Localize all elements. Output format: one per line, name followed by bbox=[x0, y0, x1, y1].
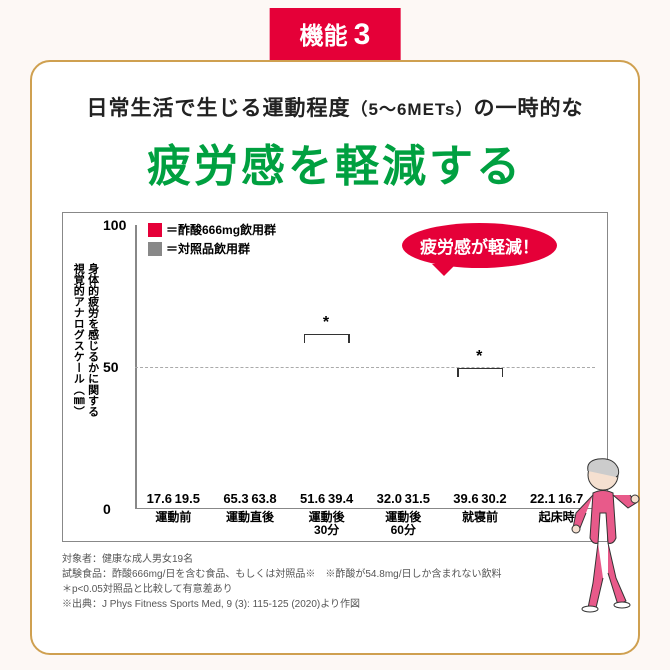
title-line2: 疲労感を軽減する bbox=[62, 130, 608, 194]
bar-value: 19.5 bbox=[175, 491, 200, 506]
note-4: ※出典：J Phys Fitness Sports Med, 9 (3): 11… bbox=[62, 597, 608, 612]
title-line1: 日常生活で生じる運動程度（5〜6METs）の一時的な bbox=[62, 92, 608, 122]
badge-label: 機能 bbox=[300, 23, 348, 50]
bar-value: 17.6 bbox=[147, 491, 172, 506]
bar-value: 30.2 bbox=[481, 491, 506, 506]
bar-value: 31.5 bbox=[405, 491, 430, 506]
footnotes: 対象者：健康な成人男女19名 試験食品：酢酸666mg/日を含む食品、もしくは対… bbox=[62, 552, 608, 612]
chart-container: ＝酢酸666mg飲用群 ＝対照品飲用群 疲労感が軽減！ 身体的疲労を感じるかに関… bbox=[62, 212, 608, 542]
person-illustration bbox=[558, 453, 648, 613]
bar-value: 39.4 bbox=[328, 491, 353, 506]
feature-badge: 機能3 bbox=[270, 8, 401, 60]
ytick: 100 bbox=[103, 217, 126, 233]
bar-value: 63.8 bbox=[251, 491, 276, 506]
callout-bubble: 疲労感が軽減！ bbox=[402, 223, 557, 268]
sig-star: * bbox=[323, 314, 329, 332]
x-label: 運動後30分 bbox=[297, 511, 357, 537]
y-axis-label: 身体的疲労を感じるかに関する視覚的アナログスケール（㎜） bbox=[71, 263, 100, 417]
bar-value: 65.3 bbox=[223, 491, 248, 506]
title1-b: （5〜6METs） bbox=[351, 100, 474, 119]
x-label: 運動前 bbox=[143, 511, 203, 537]
x-label: 運動直後 bbox=[220, 511, 280, 537]
bar-value: 32.0 bbox=[377, 491, 402, 506]
sig-star: * bbox=[476, 348, 482, 366]
badge-num: 3 bbox=[354, 18, 371, 51]
title1-a: 日常生活で生じる運動程度 bbox=[87, 97, 351, 120]
bars: 17.619.5 65.363.8 51.639.4 32.031.5 39.630.2… bbox=[135, 225, 595, 509]
bar-value: 39.6 bbox=[453, 491, 478, 506]
sig-bracket bbox=[304, 334, 350, 342]
ytick: 0 bbox=[103, 501, 111, 517]
title1-c: の一時的な bbox=[474, 97, 584, 120]
x-label: 就寝前 bbox=[450, 511, 510, 537]
bar-value: 22.1 bbox=[530, 491, 555, 506]
card: 日常生活で生じる運動程度（5〜6METs）の一時的な 疲労感を軽減する ＝酢酸6… bbox=[30, 60, 640, 655]
sig-bracket bbox=[457, 368, 503, 376]
bar-value: 51.6 bbox=[300, 491, 325, 506]
note-3: ＊p<0.05対照品と比較して有意差あり bbox=[62, 582, 608, 597]
x-label: 運動後60分 bbox=[373, 511, 433, 537]
note-1: 対象者：健康な成人男女19名 bbox=[62, 552, 608, 567]
x-labels: 運動前運動直後運動後30分運動後60分就寝前起床時 bbox=[135, 511, 595, 537]
note-2: 試験食品：酢酸666mg/日を含む食品、もしくは対照品※ ※酢酸が54.8mg/… bbox=[62, 567, 608, 582]
ytick: 50 bbox=[103, 359, 119, 375]
plot-area: 050100 17.619.565.363.851.639.432.031.53… bbox=[135, 225, 595, 509]
